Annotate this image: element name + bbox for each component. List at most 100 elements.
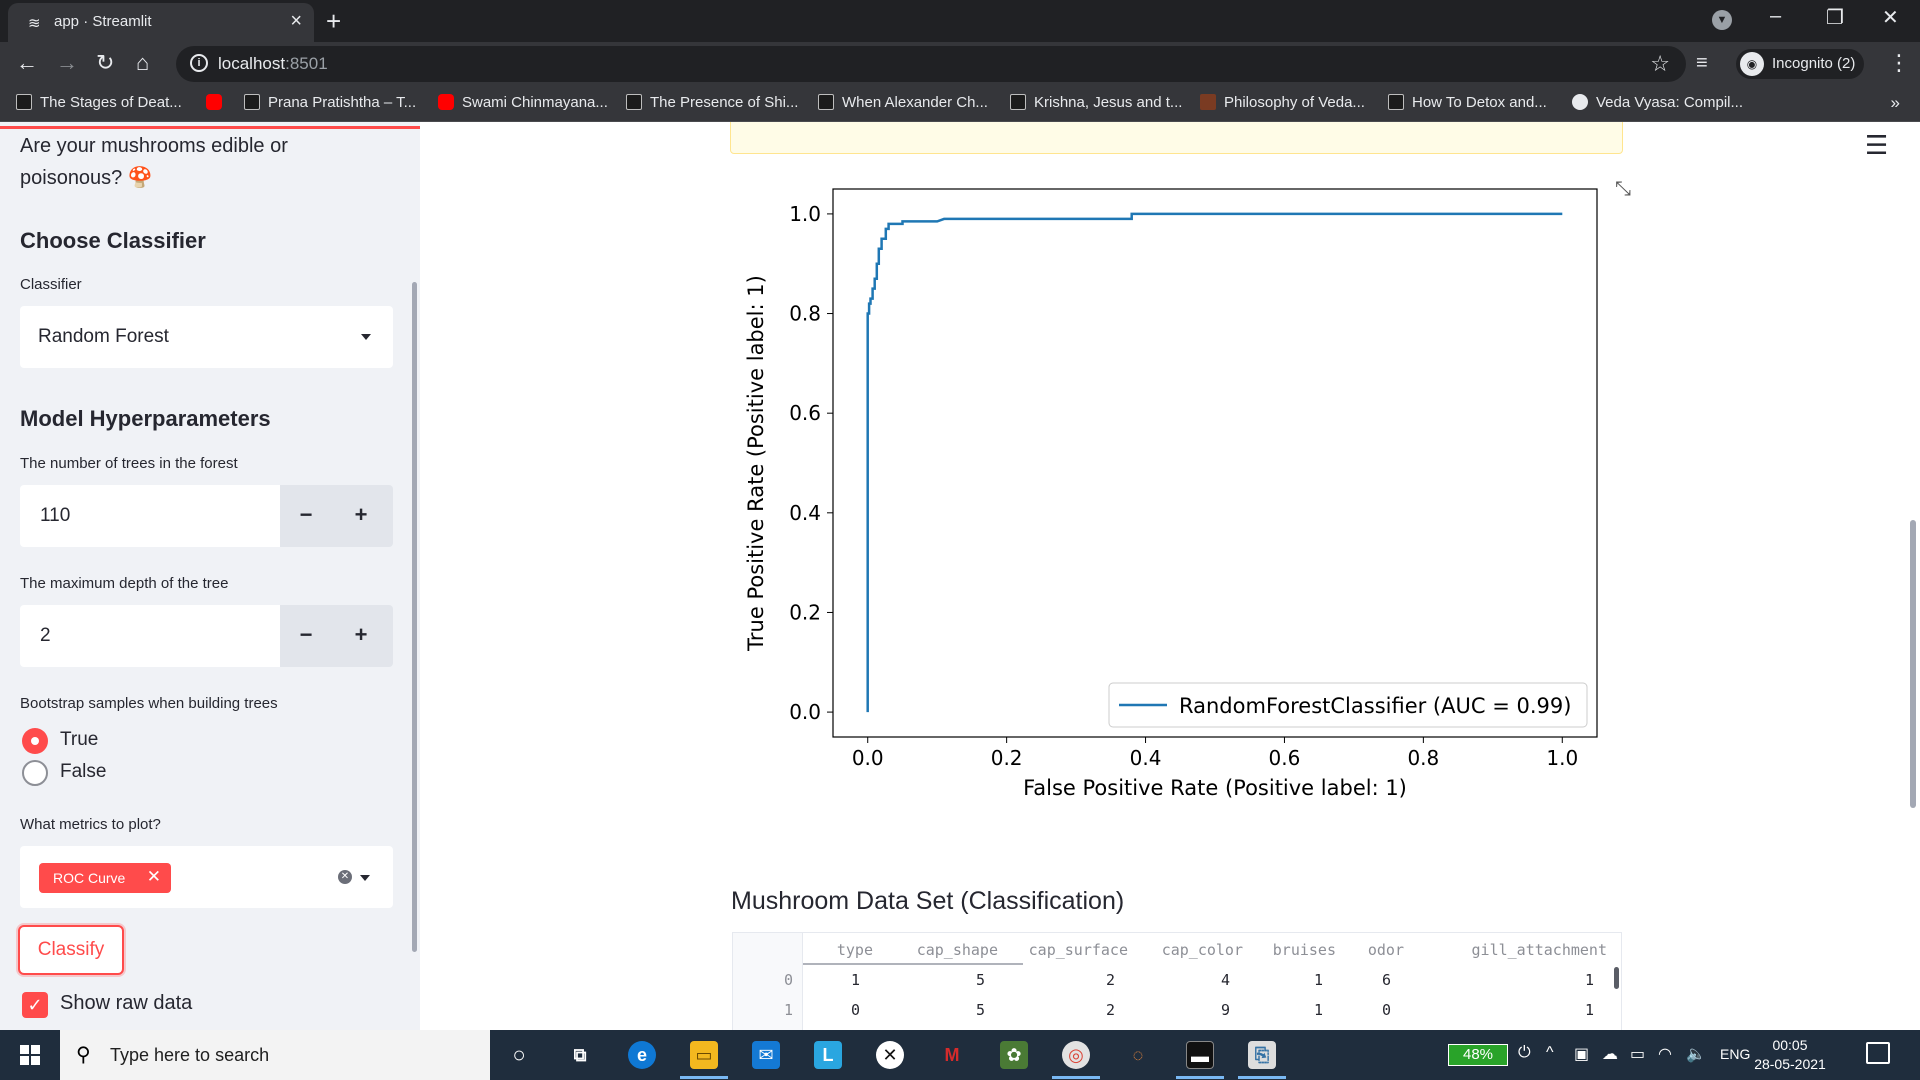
tab-search-icon[interactable]: ▼ [1712, 10, 1732, 30]
bookmark-item[interactable]: How To Detox and... [1388, 94, 1547, 111]
table-cell[interactable]: 1 [850, 971, 860, 989]
taskbar-search-box[interactable]: ⚲ Type here to search [60, 1030, 490, 1080]
bootstrap-false-radio[interactable] [22, 760, 48, 786]
sidebar-scrollbar[interactable] [412, 282, 417, 952]
restore-window-icon[interactable]: ❐ [1826, 7, 1844, 29]
back-arrow-icon[interactable]: ← [16, 50, 38, 75]
jupyter-icon[interactable]: ◌ [1132, 1045, 1144, 1065]
cortana-icon[interactable]: ○ [512, 1042, 526, 1067]
terminal-icon[interactable]: ▬ [1186, 1041, 1214, 1069]
tab-title: app · Streamlit [54, 13, 152, 30]
column-header[interactable]: odor [1367, 941, 1404, 959]
edge-icon[interactable]: e [628, 1041, 656, 1069]
table-cell[interactable]: 2 [1105, 971, 1115, 989]
main-scrollbar[interactable] [1910, 520, 1916, 808]
volume-icon[interactable]: 🔈 [1686, 1046, 1706, 1063]
home-icon[interactable]: ⌂ [136, 50, 150, 75]
show-raw-data-label[interactable]: Show raw data [60, 992, 193, 1014]
battery-icon[interactable]: ▭ [1630, 1046, 1646, 1063]
increment-button[interactable]: + [354, 502, 368, 527]
table-cell[interactable]: 4 [1220, 971, 1230, 989]
bookmark-item[interactable] [206, 94, 230, 111]
fullscreen-expand-icon[interactable]: ⤡ [1615, 178, 1631, 200]
bootstrap-true-label[interactable]: True [60, 729, 99, 750]
bookmark-item[interactable]: Philosophy of Veda... [1200, 94, 1365, 111]
onedrive-cloud-icon[interactable]: ☁ [1602, 1046, 1618, 1063]
bookmark-item[interactable]: Veda Vyasa: Compil... [1572, 94, 1743, 111]
new-tab-button[interactable]: + [326, 6, 342, 36]
windows-start-icon[interactable] [20, 1045, 40, 1065]
show-raw-data-checkbox[interactable]: ✓ [22, 992, 48, 1018]
browser-menu-icon[interactable]: ⋮ [1888, 50, 1910, 75]
bookmark-item[interactable]: The Stages of Deat... [16, 94, 182, 111]
table-scrollbar[interactable] [1614, 967, 1619, 989]
task-view-icon[interactable]: ⧉ [573, 1045, 587, 1065]
max-depth-input[interactable]: 2 [20, 605, 280, 667]
table-cell[interactable]: 1 [1584, 971, 1594, 989]
bookmark-item[interactable]: Swami Chinmayana... [438, 94, 608, 111]
column-header[interactable]: gill_attachment [1471, 941, 1607, 959]
bookmark-item[interactable]: The Presence of Shi... [626, 94, 798, 111]
column-header[interactable]: bruises [1272, 941, 1336, 959]
xbox-icon[interactable]: ✕ [876, 1041, 904, 1069]
close-tab-icon[interactable]: × [290, 10, 302, 32]
system-clock[interactable]: 00:05 28-05-2021 [1754, 1037, 1826, 1072]
bootstrap-true-radio[interactable] [22, 728, 48, 754]
decrement-button[interactable]: − [299, 622, 313, 647]
browser-tab[interactable]: ≋ app · Streamlit × [8, 3, 314, 42]
classify-button[interactable]: Classify [18, 925, 124, 975]
table-cell[interactable]: 0 [850, 1001, 860, 1019]
close-window-icon[interactable]: ✕ [1882, 7, 1899, 29]
table-cell[interactable]: 1 [1584, 1001, 1594, 1019]
n-trees-input[interactable]: 110 [20, 485, 280, 547]
battery-indicator[interactable]: 48% [1448, 1044, 1508, 1066]
chevron-down-icon[interactable] [360, 875, 370, 881]
metrics-multiselect[interactable]: ROC Curve ✕ ✕ [20, 846, 393, 908]
mcafee-shield-icon[interactable]: M [944, 1045, 960, 1065]
minimize-icon[interactable]: – [1770, 5, 1782, 27]
column-header[interactable]: cap_color [1161, 941, 1243, 959]
mail-icon[interactable]: ✉ [752, 1041, 780, 1069]
file-explorer-icon[interactable]: ▭ [690, 1041, 718, 1069]
bookmark-star-icon[interactable]: ☆ [1650, 51, 1670, 76]
bookmark-item[interactable]: Krishna, Jesus and t... [1010, 94, 1182, 111]
remove-chip-icon[interactable]: ✕ [146, 867, 161, 886]
media-control-icon[interactable]: ≡ [1696, 52, 1708, 74]
table-cell[interactable]: 1 [1313, 971, 1323, 989]
column-header[interactable]: cap_shape [916, 941, 998, 959]
table-cell[interactable]: 6 [1381, 971, 1391, 989]
wifi-icon[interactable]: ◠ [1658, 1046, 1672, 1063]
bookmark-item[interactable]: When Alexander Ch... [818, 94, 988, 111]
roc-curve-line [866, 212, 1563, 713]
classifier-select[interactable]: Random Forest [20, 306, 393, 368]
incognito-profile-button[interactable]: ◉ Incognito (2) [1736, 49, 1864, 79]
site-info-icon[interactable]: i [190, 54, 208, 72]
raw-data-table[interactable]: type cap_shape cap_surface cap_color bru… [732, 932, 1622, 1030]
table-cell[interactable]: 1 [1313, 1001, 1323, 1019]
app-clover-icon[interactable]: ✿ [1000, 1041, 1028, 1069]
reload-icon[interactable]: ↻ [96, 50, 115, 75]
app-l-icon[interactable]: L [814, 1041, 842, 1069]
chevron-up-icon[interactable]: ^ [1546, 1044, 1554, 1061]
decrement-button[interactable]: − [299, 502, 313, 527]
column-header[interactable]: type [836, 941, 873, 959]
hamburger-menu-icon[interactable]: ☰ [1865, 130, 1889, 160]
device-icon[interactable]: ▣ [1574, 1046, 1590, 1063]
table-cell[interactable]: 9 [1220, 1001, 1230, 1019]
bootstrap-false-label[interactable]: False [60, 761, 107, 782]
language-indicator[interactable]: ENG [1720, 1046, 1751, 1062]
forward-arrow-icon[interactable]: → [56, 50, 78, 75]
chrome-icon[interactable]: ◎ [1062, 1041, 1090, 1069]
table-cell[interactable]: 5 [975, 1001, 985, 1019]
column-header[interactable]: cap_surface [1028, 941, 1128, 959]
python-file-icon[interactable]: ⎘ [1248, 1041, 1276, 1069]
table-cell[interactable]: 2 [1105, 1001, 1115, 1019]
bookmark-item[interactable]: Prana Pratishtha – T... [244, 94, 416, 111]
table-cell[interactable]: 0 [1381, 1001, 1391, 1019]
table-cell[interactable]: 5 [975, 971, 985, 989]
notification-center-icon[interactable] [1866, 1042, 1890, 1064]
address-bar[interactable]: i localhost:8501 ☆ [176, 46, 1686, 82]
more-bookmarks-chevron-icon[interactable]: » [1890, 93, 1900, 112]
clear-selection-icon[interactable]: ✕ [338, 870, 352, 884]
increment-button[interactable]: + [354, 622, 368, 647]
